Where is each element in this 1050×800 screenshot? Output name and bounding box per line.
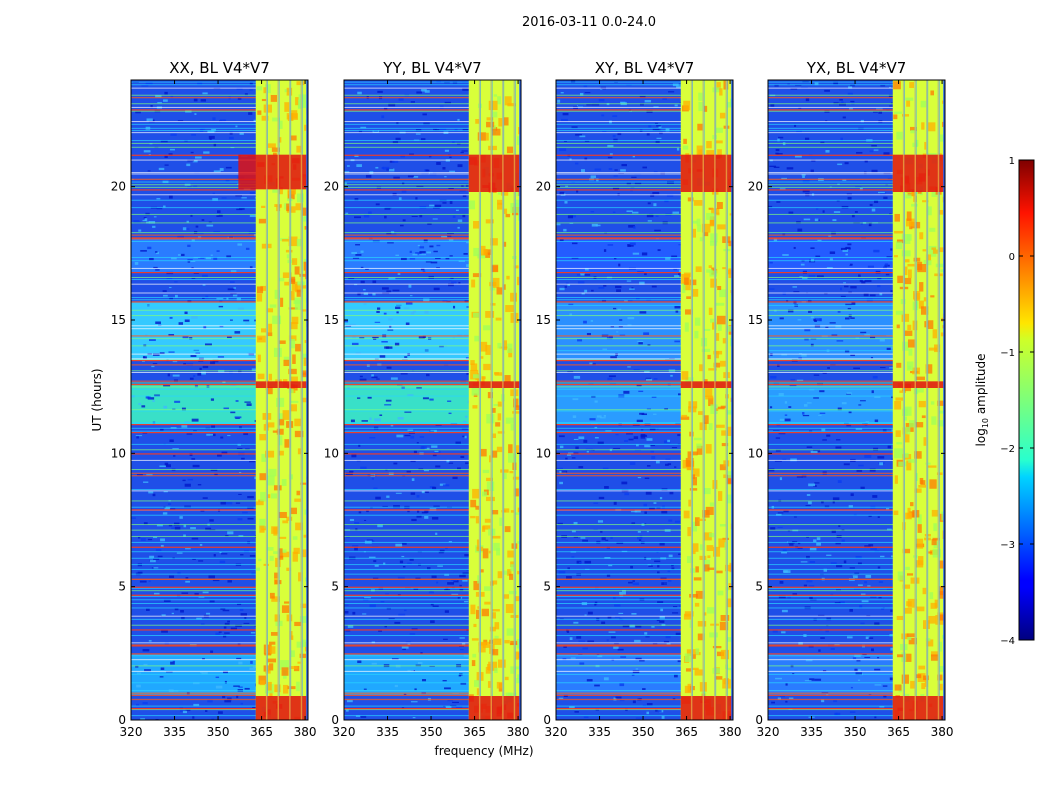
x-tick-label: 380 (507, 725, 530, 739)
y-tick-label: 20 (111, 180, 126, 194)
y-tick-label: 15 (748, 313, 763, 327)
x-tick-label: 350 (844, 725, 867, 739)
x-tick-label: 320 (333, 725, 356, 739)
panel-title: XX, BL V4*V7 (169, 59, 270, 77)
panel-frame (130, 79, 309, 721)
spectrogram-image (768, 80, 945, 720)
colorbar-tick-label: −2 (1000, 444, 1015, 455)
y-tick-label: 20 (324, 180, 339, 194)
x-axis-label: frequency (MHz) (434, 744, 533, 758)
y-axis-label: UT (hours) (90, 368, 104, 431)
panel-title: YY, BL V4*V7 (382, 59, 481, 77)
panel-frame (343, 79, 522, 721)
panel-title: XY, BL V4*V7 (595, 59, 695, 77)
y-tick-label: 20 (748, 180, 763, 194)
y-tick-label: 15 (536, 313, 551, 327)
colorbar-tick-label: −1 (1000, 348, 1015, 359)
colorbar: 10−1−2−3−4 log10 amplitude (974, 156, 1035, 647)
colorbar-tick-label: −4 (1000, 636, 1015, 647)
y-tick-label: 0 (755, 713, 763, 727)
panel-title: YX, BL V4*V7 (806, 59, 907, 77)
y-tick-label: 5 (755, 580, 763, 594)
colorbar-label-subscript: 10 (981, 418, 990, 428)
figure-title: 2016-03-11 0.0-24.0 (522, 15, 656, 30)
y-tick-label: 0 (331, 713, 339, 727)
y-tick-label: 10 (536, 446, 551, 460)
y-tick-label: 10 (748, 446, 763, 460)
x-tick-label: 350 (632, 725, 655, 739)
y-tick-label: 10 (111, 446, 126, 460)
x-tick-label: 335 (588, 725, 611, 739)
colorbar-gradient (1018, 159, 1035, 641)
colorbar-tick-label: −3 (1000, 540, 1015, 551)
x-tick-label: 320 (120, 725, 143, 739)
panel-frame (555, 79, 734, 721)
panel-3: XY, BL V4*V7 320 335 350 365 380 0 5 10 15 20 (536, 59, 742, 739)
x-tick-label: 380 (719, 725, 742, 739)
panel-frame (767, 79, 946, 721)
y-tick-label: 5 (118, 580, 126, 594)
y-tick-label: 20 (536, 180, 551, 194)
colorbar-label-prefix: log (974, 428, 988, 446)
x-tick-label: 320 (757, 725, 780, 739)
colorbar-tick-label: 0 (1009, 252, 1015, 263)
x-tick-label: 350 (207, 725, 230, 739)
spectrogram-image (131, 80, 308, 720)
panel-4: YX, BL V4*V7 320 335 350 365 380 0 5 10 15 20 (748, 59, 954, 739)
colorbar-ticks: 1 0 −1 −2 −3 −4 (1000, 156, 1034, 647)
x-tick-label: 365 (463, 725, 486, 739)
colorbar-label-suffix: amplitude (974, 354, 988, 418)
y-tick-label: 5 (543, 580, 551, 594)
y-tick-label: 5 (331, 580, 339, 594)
y-tick-label: 15 (324, 313, 339, 327)
x-tick-label: 365 (675, 725, 698, 739)
spectrogram-image (344, 80, 521, 720)
x-tick-label: 320 (545, 725, 568, 739)
x-tick-label: 380 (294, 725, 317, 739)
panel-2: YY, BL V4*V7 320 335 350 365 380 0 5 10 15 20 (324, 59, 530, 739)
y-tick-label: 15 (111, 313, 126, 327)
y-tick-label: 0 (543, 713, 551, 727)
x-tick-label: 335 (163, 725, 186, 739)
colorbar-label: log10 amplitude (974, 354, 990, 447)
y-tick-label: 10 (324, 446, 339, 460)
x-tick-label: 335 (800, 725, 823, 739)
spectrogram-image (556, 80, 733, 720)
x-tick-label: 380 (931, 725, 954, 739)
x-tick-label: 335 (376, 725, 399, 739)
x-tick-label: 350 (420, 725, 443, 739)
panel-1: XX, BL V4*V7 320 335 350 365 380 0 5 10 15 20 (111, 59, 317, 739)
colorbar-tick-label: 1 (1009, 156, 1015, 167)
x-tick-label: 365 (887, 725, 910, 739)
x-tick-label: 365 (250, 725, 273, 739)
y-tick-label: 0 (118, 713, 126, 727)
